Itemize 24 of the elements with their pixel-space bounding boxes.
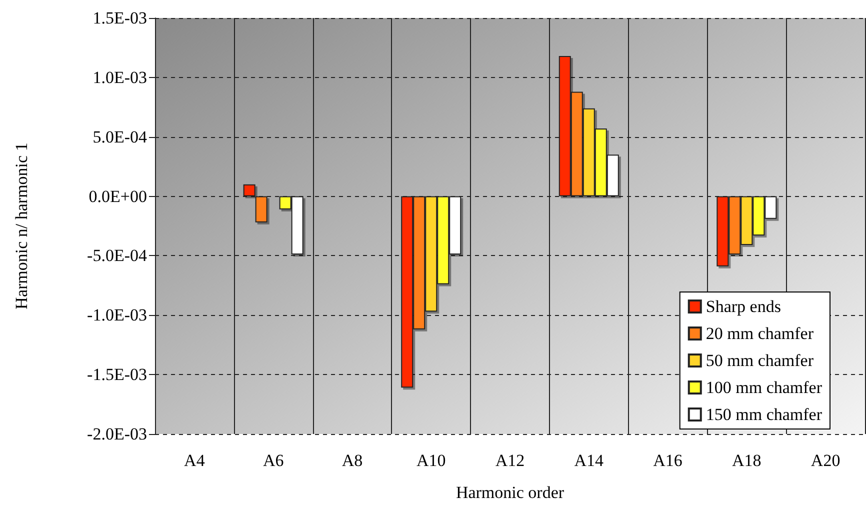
y-tick-label: -1.5E-03: [87, 365, 147, 384]
x-tick-label: A18: [732, 451, 762, 470]
y-tick-label: 1.0E-03: [92, 68, 147, 87]
x-axis-title: Harmonic order: [456, 483, 564, 502]
x-tick-label: A8: [342, 451, 363, 470]
x-tick-label: A12: [495, 451, 525, 470]
legend-label: 50 mm chamfer: [706, 351, 814, 370]
y-tick-label: -2.0E-03: [87, 424, 147, 444]
x-tick-label: A14: [574, 451, 604, 470]
y-axis-title: Harmonic n/ harmonic 1: [12, 142, 31, 310]
legend-label: 20 mm chamfer: [706, 324, 814, 343]
y-tick-label: 1.5E-03: [92, 8, 147, 28]
y-tick-label: -5.0E-04: [87, 246, 148, 266]
x-tick-label: A6: [262, 451, 284, 470]
x-tick-label: A16: [653, 451, 682, 470]
y-tick-label: -1.0E-03: [87, 306, 147, 325]
y-tick-label: 5.0E-04: [92, 127, 148, 146]
x-tick-label: A4: [184, 451, 206, 470]
legend-label: 100 mm chamfer: [706, 378, 822, 397]
x-tick-label: A20: [810, 451, 840, 470]
y-tick-label: 0.0E+00: [88, 186, 147, 206]
legend-label: 150 mm chamfer: [706, 405, 822, 424]
legend-label: Sharp ends: [706, 297, 781, 316]
x-tick-label: A10: [416, 451, 446, 470]
